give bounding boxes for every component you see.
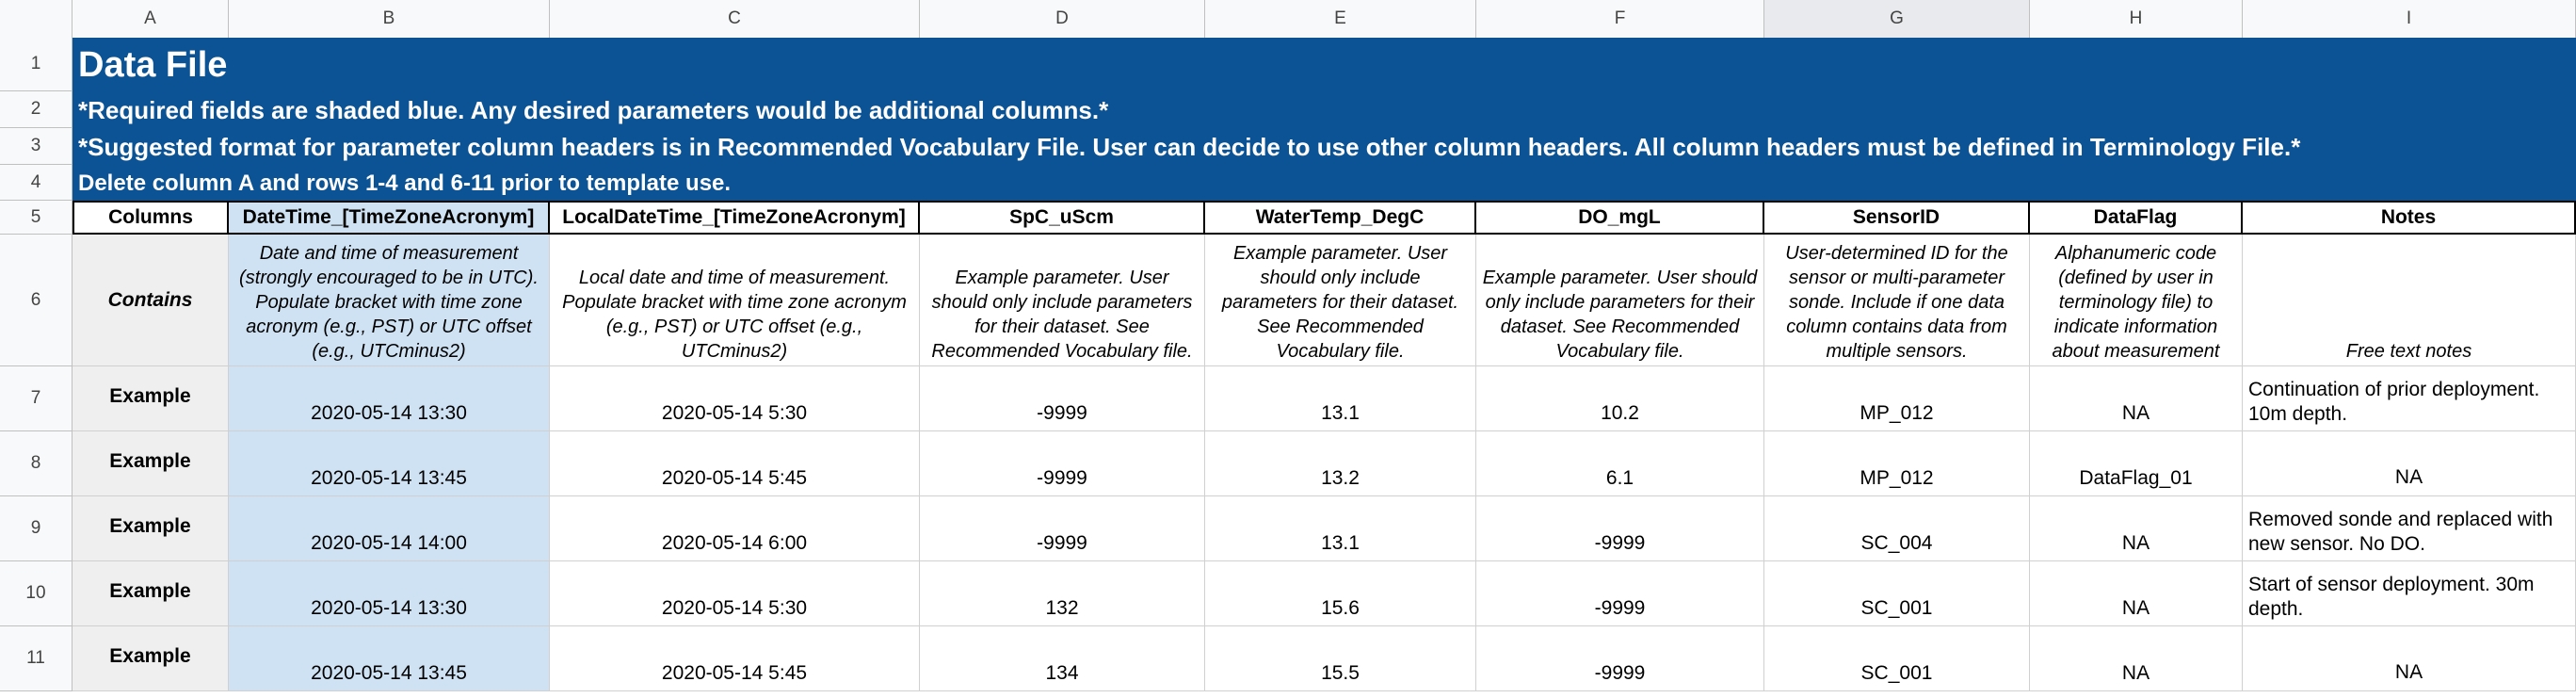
header-spc[interactable]: SpC_uScm [920, 201, 1205, 235]
contains-water-temp[interactable]: Example parameter. User should only incl… [1205, 235, 1476, 366]
banner-required-note: *Required fields are shaded blue. Any de… [78, 96, 1109, 124]
header-local-datetime[interactable]: LocalDateTime_[TimeZoneAcronym] [550, 201, 920, 235]
example-data-flag[interactable]: NA [2030, 561, 2243, 626]
example-label[interactable]: Example [72, 561, 229, 626]
example-datetime[interactable]: 2020-05-14 14:00 [229, 496, 550, 561]
column-header-g[interactable]: G [1764, 0, 2030, 38]
example-label[interactable]: Example [72, 431, 229, 496]
example-datetime[interactable]: 2020-05-14 13:30 [229, 561, 550, 626]
banner-vocabulary-note: *Suggested format for parameter column h… [78, 133, 2301, 161]
example-do[interactable]: -9999 [1476, 496, 1764, 561]
row-header-6[interactable]: 6 [0, 235, 72, 366]
banner-title: Data File [78, 45, 228, 85]
example-notes[interactable]: NA [2243, 431, 2576, 496]
column-header-b[interactable]: B [229, 0, 550, 38]
example-local-datetime[interactable]: 2020-05-14 5:45 [550, 626, 920, 691]
row-header-1[interactable]: 1 [0, 38, 72, 91]
example-spc[interactable]: 134 [920, 626, 1205, 691]
example-data-flag[interactable]: DataFlag_01 [2030, 431, 2243, 496]
example-water-temp[interactable]: 15.6 [1205, 561, 1476, 626]
header-datetime[interactable]: DateTime_[TimeZoneAcronym] [229, 201, 550, 235]
contains-label[interactable]: Contains [72, 235, 229, 366]
example-notes[interactable]: NA [2243, 626, 2576, 691]
example-sensor-id[interactable]: SC_001 [1764, 626, 2030, 691]
row-header-11[interactable]: 11 [0, 626, 72, 691]
column-header-i[interactable]: I [2243, 0, 2576, 38]
row-header-2[interactable]: 2 [0, 91, 72, 128]
example-label[interactable]: Example [72, 496, 229, 561]
contains-do[interactable]: Example parameter. User should only incl… [1476, 235, 1764, 366]
header-data-flag[interactable]: DataFlag [2030, 201, 2243, 235]
contains-data-flag[interactable]: Alphanumeric code (defined by user in te… [2030, 235, 2243, 366]
contains-notes[interactable]: Free text notes [2243, 235, 2576, 366]
example-datetime[interactable]: 2020-05-14 13:45 [229, 431, 550, 496]
example-do[interactable]: -9999 [1476, 626, 1764, 691]
example-do[interactable]: 10.2 [1476, 366, 1764, 431]
example-do[interactable]: -9999 [1476, 561, 1764, 626]
column-header-c[interactable]: C [550, 0, 920, 38]
row-header-3[interactable]: 3 [0, 128, 72, 165]
select-all-corner[interactable] [0, 0, 72, 38]
example-spc[interactable]: 132 [920, 561, 1205, 626]
example-label[interactable]: Example [72, 366, 229, 431]
example-water-temp[interactable]: 13.2 [1205, 431, 1476, 496]
example-water-temp[interactable]: 15.5 [1205, 626, 1476, 691]
example-spc[interactable]: -9999 [920, 366, 1205, 431]
header-do[interactable]: DO_mgL [1476, 201, 1764, 235]
example-sensor-id[interactable]: SC_004 [1764, 496, 2030, 561]
example-sensor-id[interactable]: SC_001 [1764, 561, 2030, 626]
header-sensor-id[interactable]: SensorID [1764, 201, 2030, 235]
contains-spc[interactable]: Example parameter. User should only incl… [920, 235, 1205, 366]
banner-delete-note: Delete column A and rows 1-4 and 6-11 pr… [78, 170, 732, 196]
title-banner[interactable] [72, 38, 2576, 201]
example-spc[interactable]: -9999 [920, 496, 1205, 561]
example-datetime[interactable]: 2020-05-14 13:30 [229, 366, 550, 431]
row-header-4[interactable]: 4 [0, 165, 72, 201]
example-local-datetime[interactable]: 2020-05-14 5:30 [550, 561, 920, 626]
example-local-datetime[interactable]: 2020-05-14 5:45 [550, 431, 920, 496]
column-header-d[interactable]: D [920, 0, 1205, 38]
column-header-e[interactable]: E [1205, 0, 1476, 38]
example-notes[interactable]: Start of sensor deployment. 30m depth. [2243, 561, 2576, 626]
example-do[interactable]: 6.1 [1476, 431, 1764, 496]
header-columns[interactable]: Columns [72, 201, 229, 235]
column-header-a[interactable]: A [72, 0, 229, 38]
row-header-10[interactable]: 10 [0, 561, 72, 626]
example-water-temp[interactable]: 13.1 [1205, 496, 1476, 561]
header-notes[interactable]: Notes [2243, 201, 2576, 235]
example-data-flag[interactable]: NA [2030, 366, 2243, 431]
example-notes[interactable]: Removed sonde and replaced with new sens… [2243, 496, 2576, 561]
example-local-datetime[interactable]: 2020-05-14 6:00 [550, 496, 920, 561]
example-data-flag[interactable]: NA [2030, 496, 2243, 561]
example-data-flag[interactable]: NA [2030, 626, 2243, 691]
row-header-5[interactable]: 5 [0, 201, 72, 235]
contains-sensor-id[interactable]: User-determined ID for the sensor or mul… [1764, 235, 2030, 366]
column-header-f[interactable]: F [1476, 0, 1764, 38]
example-local-datetime[interactable]: 2020-05-14 5:30 [550, 366, 920, 431]
example-spc[interactable]: -9999 [920, 431, 1205, 496]
example-label[interactable]: Example [72, 626, 229, 691]
example-water-temp[interactable]: 13.1 [1205, 366, 1476, 431]
row-header-8[interactable]: 8 [0, 431, 72, 496]
example-sensor-id[interactable]: MP_012 [1764, 431, 2030, 496]
column-header-h[interactable]: H [2030, 0, 2243, 38]
contains-datetime[interactable]: Date and time of measurement (strongly e… [229, 235, 550, 366]
row-header-9[interactable]: 9 [0, 496, 72, 561]
example-datetime[interactable]: 2020-05-14 13:45 [229, 626, 550, 691]
header-water-temp[interactable]: WaterTemp_DegC [1205, 201, 1476, 235]
row-header-7[interactable]: 7 [0, 366, 72, 431]
example-sensor-id[interactable]: MP_012 [1764, 366, 2030, 431]
contains-local-datetime[interactable]: Local date and time of measurement. Popu… [550, 235, 920, 366]
example-notes[interactable]: Continuation of prior deployment. 10m de… [2243, 366, 2576, 431]
